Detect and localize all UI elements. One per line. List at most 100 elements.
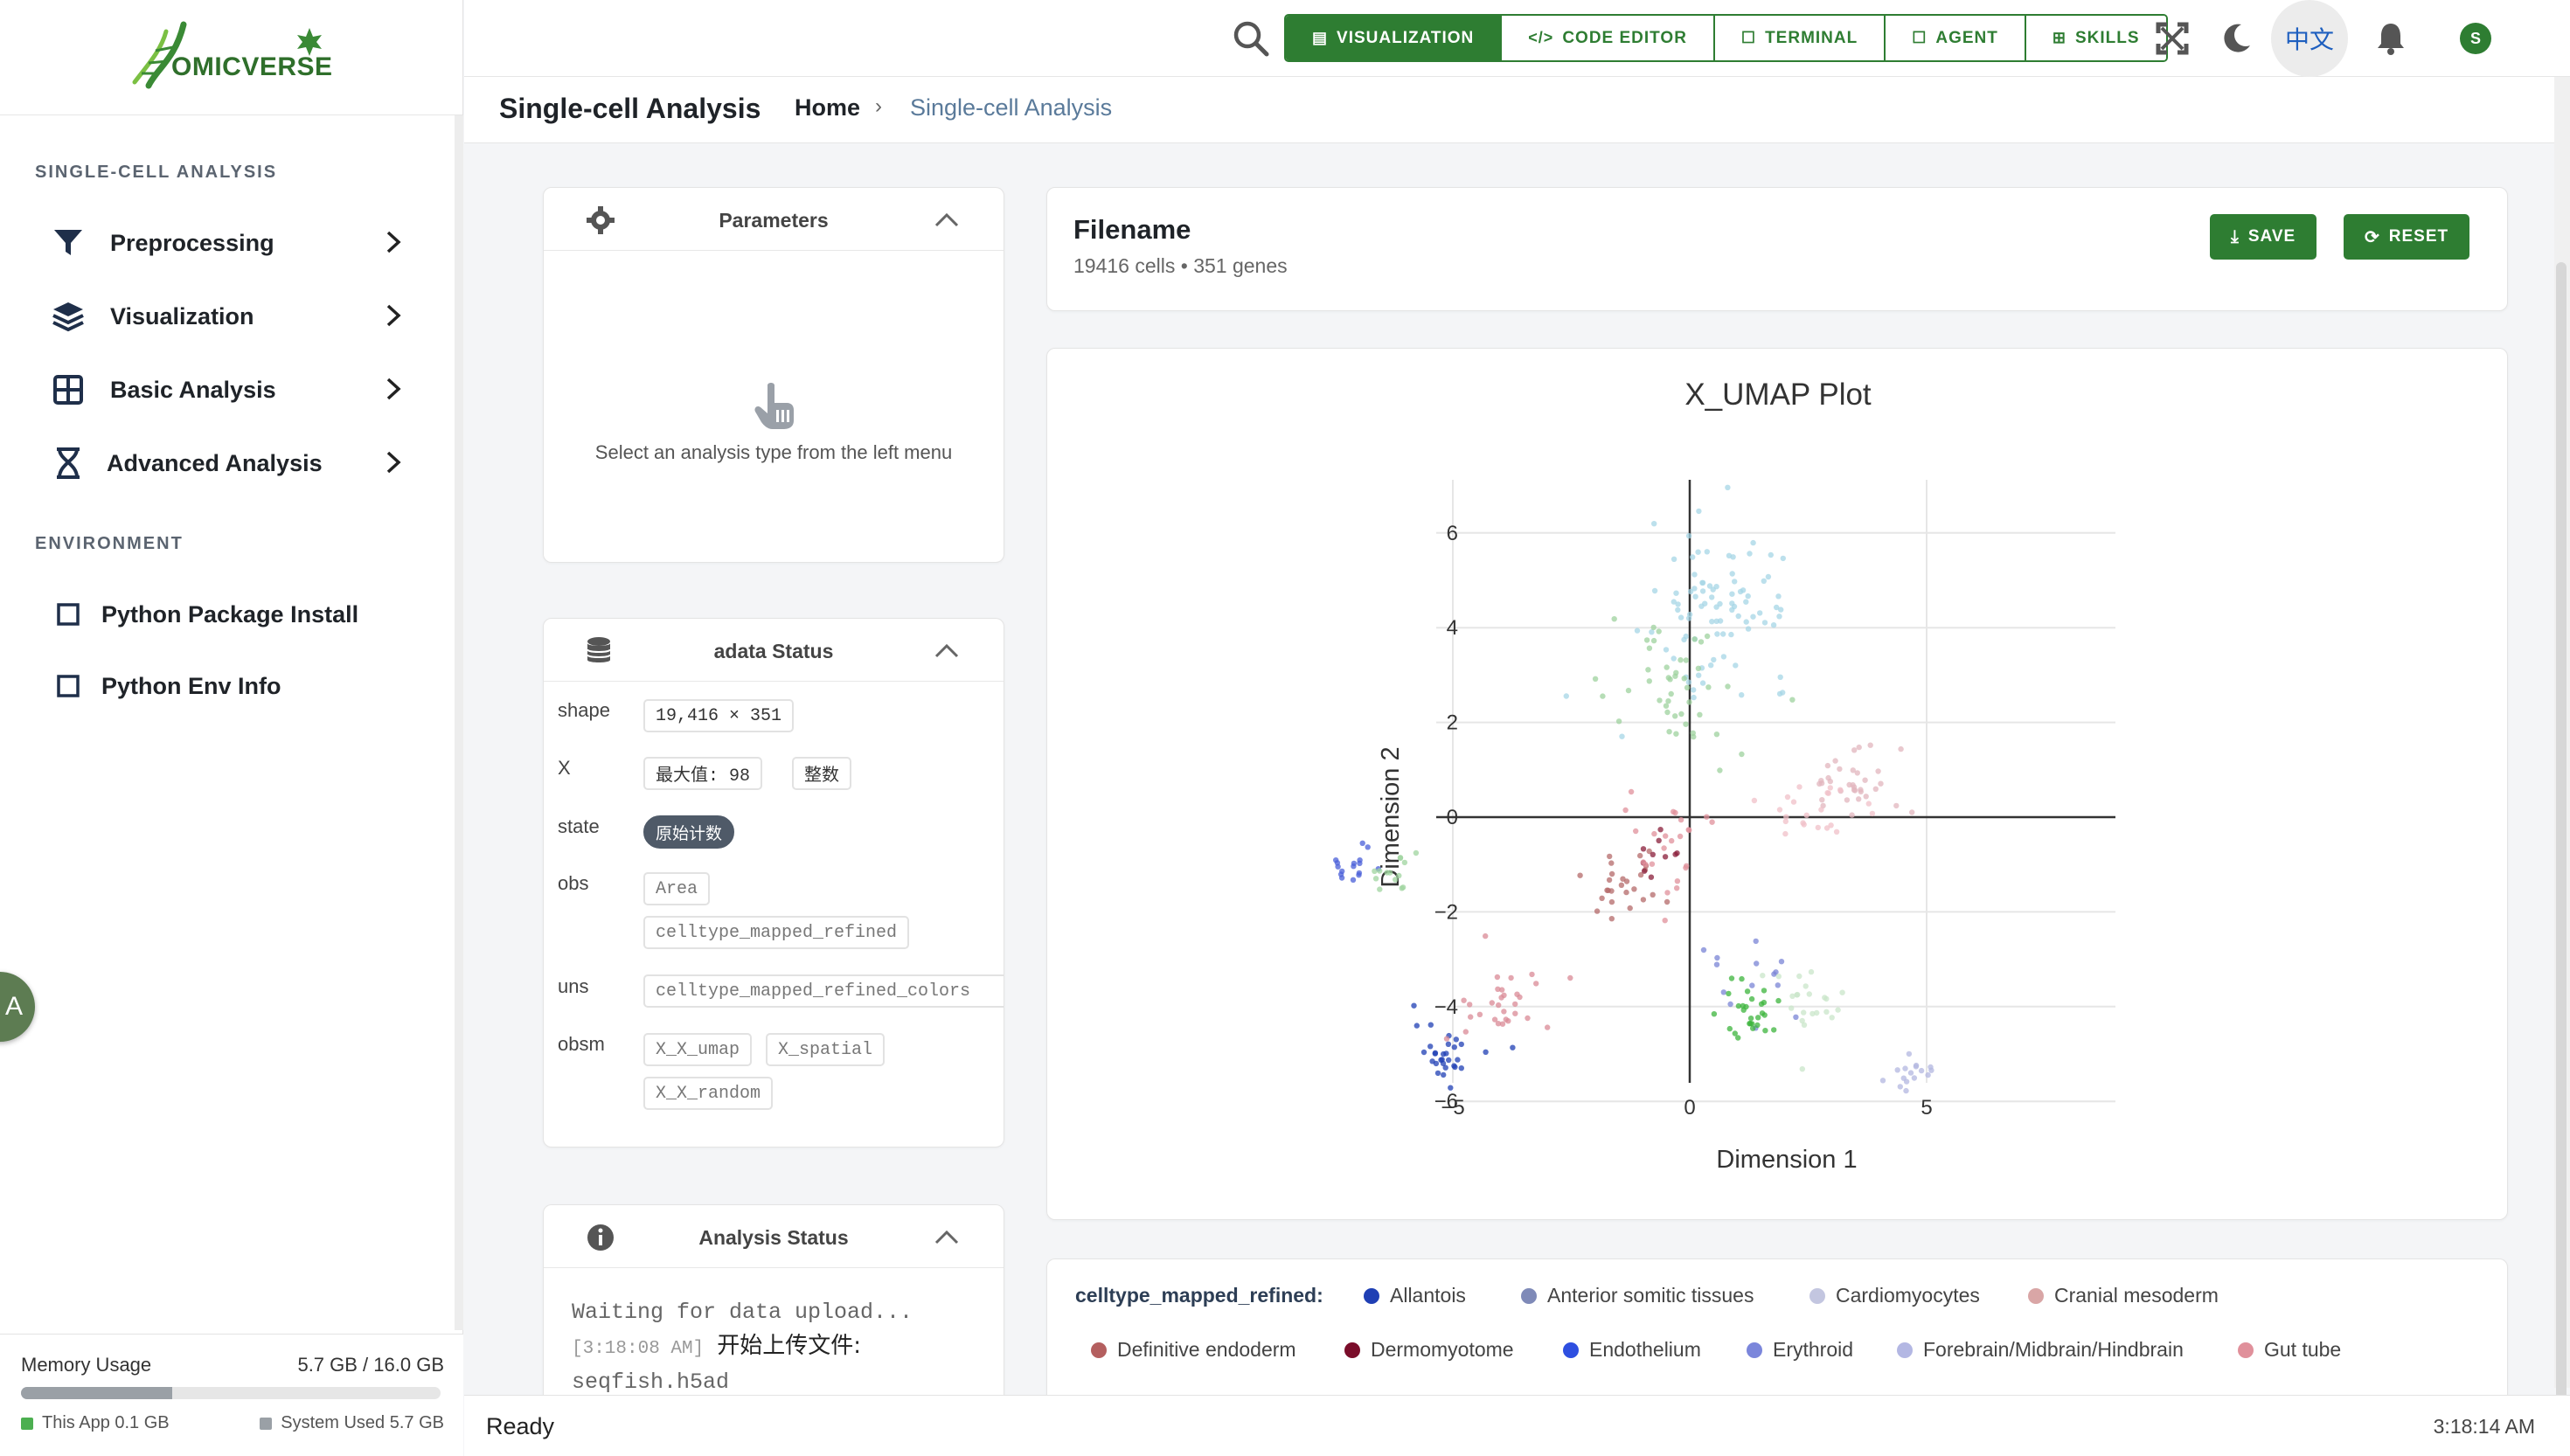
sidebar-item-advanced-analysis[interactable]: Advanced Analysis bbox=[49, 437, 411, 489]
legend-dot bbox=[1747, 1342, 1762, 1358]
scatter-point bbox=[1737, 588, 1744, 595]
fullscreen-icon[interactable] bbox=[2151, 17, 2193, 59]
scatter-point bbox=[1776, 807, 1783, 813]
dark-mode-moon-icon[interactable] bbox=[2215, 17, 2257, 59]
main-scrollbar-thumb[interactable] bbox=[2556, 262, 2567, 1416]
scatter-point bbox=[1664, 890, 1670, 896]
scatter-point bbox=[1720, 654, 1727, 660]
legend-item[interactable]: Endothelium bbox=[1563, 1338, 1701, 1362]
scatter-point bbox=[1825, 790, 1831, 796]
avatar[interactable]: S bbox=[2460, 23, 2491, 54]
reset-button[interactable]: ⟳ RESET bbox=[2344, 214, 2470, 260]
scatter-point bbox=[1771, 1027, 1777, 1033]
analysis-status-header[interactable]: Analysis Status bbox=[544, 1205, 1004, 1268]
scatter-point bbox=[1455, 1057, 1461, 1063]
legend-item[interactable]: Definitive endoderm bbox=[1091, 1338, 1296, 1362]
breadcrumb-home-link[interactable]: Home bbox=[795, 94, 861, 121]
umap-scatter-chart[interactable]: X_UMAP Plot −5 0 5 −6 −4 −2 0 2 4 6 Dimension 1 Dime… bbox=[1047, 349, 2508, 1220]
scatter-point bbox=[1357, 857, 1363, 863]
sidebar-item-python-env-info[interactable]: Python Env Info bbox=[49, 660, 411, 712]
scatter-point bbox=[1692, 593, 1698, 600]
scatter-point bbox=[1907, 1070, 1914, 1076]
scatter-point bbox=[1663, 833, 1669, 839]
legend-item[interactable]: Allantois bbox=[1364, 1284, 1466, 1307]
scatter-point bbox=[1761, 999, 1768, 1006]
scatter-point bbox=[1735, 613, 1741, 620]
scatter-point bbox=[1823, 1009, 1830, 1015]
chevron-up-icon[interactable] bbox=[934, 211, 960, 232]
scatter-point bbox=[1683, 657, 1689, 663]
chevron-up-icon[interactable] bbox=[934, 1228, 960, 1250]
bell-icon[interactable] bbox=[2370, 17, 2412, 59]
scatter-point bbox=[1650, 637, 1657, 644]
scatter-point bbox=[1735, 1035, 1741, 1041]
sidebar-item-visualization[interactable]: Visualization bbox=[49, 290, 411, 343]
scatter-point bbox=[1608, 898, 1615, 905]
language-toggle[interactable]: 中文 bbox=[2271, 0, 2348, 77]
parameters-header[interactable]: Parameters bbox=[544, 188, 1004, 251]
legend-item[interactable]: Erythroid bbox=[1747, 1338, 1853, 1362]
status-bar: Ready 3:18:14 AM bbox=[464, 1395, 2570, 1456]
search-icon[interactable] bbox=[1232, 19, 1270, 62]
legend-item[interactable]: Gut tube bbox=[2238, 1338, 2341, 1362]
legend-dot bbox=[1563, 1342, 1579, 1358]
chevron-up-icon[interactable] bbox=[934, 641, 960, 663]
scatter-point bbox=[1789, 697, 1796, 703]
x-max-chip: 最大值: 98 bbox=[643, 757, 763, 790]
scatter-point bbox=[1875, 768, 1881, 774]
logo[interactable]: . OMICVERSE bbox=[0, 0, 462, 115]
adata-status-header[interactable]: adata Status bbox=[544, 619, 1004, 682]
scatter-point bbox=[1400, 884, 1407, 891]
scatter-point bbox=[1443, 1036, 1450, 1042]
scatter-point bbox=[1729, 591, 1735, 597]
scatter-point bbox=[1606, 877, 1613, 884]
legend-dot bbox=[1897, 1342, 1913, 1358]
scatter-point bbox=[1365, 844, 1371, 850]
legend-item[interactable]: Cardiomyocytes bbox=[1809, 1284, 1980, 1307]
status-time: 3:18:14 AM bbox=[2433, 1415, 2535, 1438]
sidebar-scrollbar[interactable] bbox=[455, 115, 463, 1330]
scatter-point bbox=[1681, 636, 1687, 643]
refresh-icon: ⟳ bbox=[2365, 227, 2380, 247]
scatter-point bbox=[1677, 657, 1684, 663]
memory-system-label: System Used 5.7 GB bbox=[281, 1413, 444, 1432]
scatter-point bbox=[1413, 849, 1420, 856]
scatter-point bbox=[1744, 988, 1751, 995]
code-icon: </> bbox=[1528, 29, 1554, 46]
save-button[interactable]: ⤓ SAVE bbox=[2210, 214, 2317, 260]
scatter-point bbox=[1906, 1050, 1913, 1057]
scatter-point bbox=[1432, 1050, 1439, 1056]
tab-skills[interactable]: ⊞ SKILLS bbox=[2025, 16, 2166, 60]
tab-visualization[interactable]: ▤ VISUALIZATION bbox=[1286, 16, 1503, 60]
tab-terminal[interactable]: ☐ TERMINAL bbox=[1714, 16, 1886, 60]
legend-item[interactable]: Cranial mesoderm bbox=[2028, 1284, 2219, 1307]
scatter-point bbox=[1633, 828, 1639, 835]
sidebar-item-basic-analysis[interactable]: Basic Analysis bbox=[49, 364, 411, 416]
scatter-point bbox=[1704, 549, 1710, 555]
plot-card: X_UMAP Plot −5 0 5 −6 −4 −2 0 2 4 6 Dimension 1 Dime… bbox=[1046, 348, 2508, 1220]
scatter-point bbox=[1672, 809, 1678, 816]
scatter-point bbox=[1615, 718, 1622, 725]
scatter-point bbox=[1670, 599, 1677, 605]
layers-icon bbox=[49, 297, 87, 336]
chevron-right-icon bbox=[383, 229, 404, 260]
scatter-point bbox=[1822, 995, 1828, 1001]
legend-label: Anterior somitic tissues bbox=[1547, 1284, 1754, 1307]
memory-bar-fill bbox=[21, 1387, 172, 1399]
scatter-point bbox=[1499, 1021, 1506, 1027]
legend-item[interactable]: Dermomyotome bbox=[1344, 1338, 1514, 1362]
scatter-point bbox=[1545, 1024, 1551, 1030]
scatter-point bbox=[1637, 871, 1644, 878]
legend-item[interactable]: Anterior somitic tissues bbox=[1521, 1284, 1754, 1307]
scatter-point bbox=[1648, 874, 1655, 880]
scatter-point bbox=[1837, 766, 1843, 773]
legend-item[interactable]: Forebrain/Midbrain/Hindbrain bbox=[1897, 1338, 2184, 1362]
sidebar-item-preprocessing[interactable]: Preprocessing bbox=[49, 217, 411, 269]
sidebar-item-python-package-install[interactable]: Python Package Install bbox=[49, 588, 411, 641]
tab-code-editor[interactable]: </> CODE EDITOR bbox=[1502, 16, 1715, 60]
scatter-point bbox=[1684, 684, 1691, 690]
y-tick-label: 2 bbox=[1447, 711, 1458, 735]
scatter-point bbox=[1720, 989, 1726, 995]
tab-agent[interactable]: ☐ AGENT bbox=[1886, 16, 2026, 60]
scatter-point bbox=[1664, 709, 1670, 716]
